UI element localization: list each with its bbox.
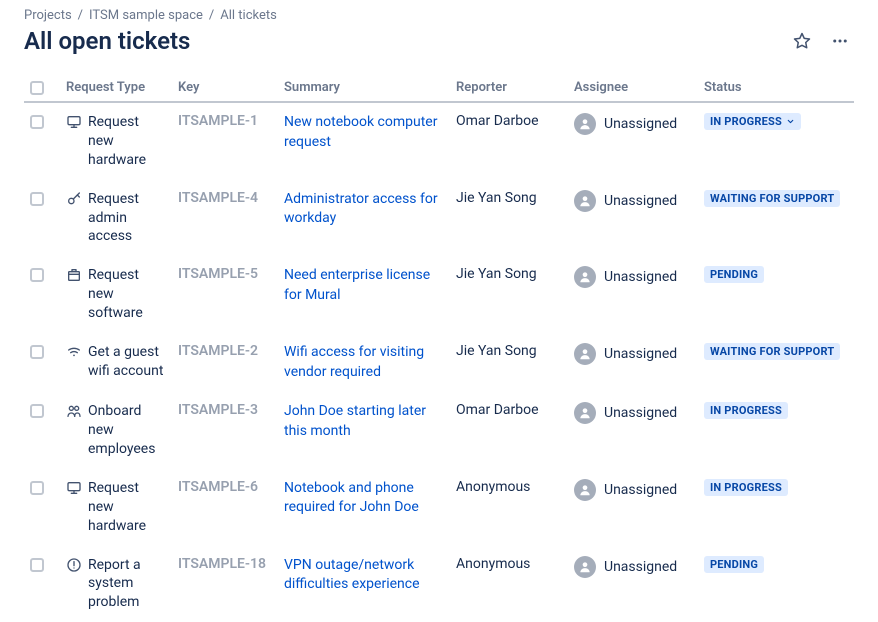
status-label: PENDING: [710, 558, 758, 571]
table-row: Report a system problem ITSAMPLE-18 VPN …: [24, 546, 854, 622]
tickets-table: Request Type Key Summary Reporter Assign…: [24, 73, 854, 622]
status-badge[interactable]: IN PROGRESS: [704, 479, 788, 496]
ticket-summary-link[interactable]: New notebook computer request: [284, 114, 437, 150]
select-all-checkbox[interactable]: [30, 81, 44, 95]
table-header: Request Type Key Summary Reporter Assign…: [24, 73, 854, 103]
star-icon: [793, 32, 811, 50]
request-type-label: Onboard new employees: [88, 402, 168, 459]
status-label: WAITING FOR SUPPORT: [710, 345, 834, 358]
reporter-name: Jie Yan Song: [456, 343, 537, 359]
table-row: Request new software ITSAMPLE-5 Need ent…: [24, 256, 854, 333]
request-type-label: Request admin access: [88, 190, 168, 247]
request-type-label: Get a guest wifi account: [88, 343, 168, 381]
key-icon: [66, 191, 82, 207]
column-header-assignee[interactable]: Assignee: [574, 80, 704, 95]
ticket-summary-link[interactable]: Administrator access for workday: [284, 191, 438, 227]
status-badge[interactable]: WAITING FOR SUPPORT: [704, 190, 840, 207]
status-badge[interactable]: WAITING FOR SUPPORT: [704, 343, 840, 360]
ticket-summary-link[interactable]: Notebook and phone required for John Doe: [284, 480, 419, 516]
wifi-icon: [66, 344, 82, 360]
reporter-name: Omar Darboe: [456, 113, 539, 129]
status-badge[interactable]: PENDING: [704, 266, 764, 283]
assignee-avatar[interactable]: [574, 266, 596, 288]
breadcrumb: Projects / ITSM sample space / All ticke…: [24, 8, 854, 23]
alert-icon: [66, 557, 82, 573]
request-type-label: Request new hardware: [88, 113, 168, 170]
star-button[interactable]: [788, 27, 816, 55]
monitor-icon: [66, 114, 82, 130]
more-icon: [831, 32, 849, 50]
status-badge[interactable]: IN PROGRESS: [704, 402, 788, 419]
row-checkbox[interactable]: [30, 192, 44, 206]
assignee-avatar[interactable]: [574, 343, 596, 365]
assignee-avatar[interactable]: [574, 402, 596, 424]
row-checkbox[interactable]: [30, 558, 44, 572]
ticket-key[interactable]: ITSAMPLE-2: [178, 343, 258, 359]
table-row: Onboard new employees ITSAMPLE-3 John Do…: [24, 392, 854, 469]
assignee-avatar[interactable]: [574, 113, 596, 135]
status-label: IN PROGRESS: [710, 404, 782, 417]
monitor-icon: [66, 480, 82, 496]
row-checkbox[interactable]: [30, 481, 44, 495]
status-badge[interactable]: PENDING: [704, 556, 764, 573]
table-row: Request new hardware ITSAMPLE-1 New note…: [24, 103, 854, 180]
row-checkbox[interactable]: [30, 268, 44, 282]
ticket-summary-link[interactable]: Need enterprise license for Mural: [284, 267, 430, 303]
assignee-name: Unassigned: [604, 116, 677, 132]
reporter-name: Jie Yan Song: [456, 190, 537, 206]
column-header-type[interactable]: Request Type: [66, 80, 178, 95]
ticket-key[interactable]: ITSAMPLE-3: [178, 402, 258, 418]
reporter-name: Omar Darboe: [456, 402, 539, 418]
column-header-key[interactable]: Key: [178, 80, 284, 95]
assignee-name: Unassigned: [604, 559, 677, 575]
breadcrumb-projects[interactable]: Projects: [24, 8, 72, 23]
column-header-reporter[interactable]: Reporter: [456, 80, 574, 95]
status-label: IN PROGRESS: [710, 481, 782, 494]
ticket-summary-link[interactable]: John Doe starting later this month: [284, 403, 426, 439]
request-type-label: Report a system problem: [88, 556, 168, 613]
ticket-key[interactable]: ITSAMPLE-1: [178, 113, 258, 129]
reporter-name: Anonymous: [456, 556, 530, 572]
status-label: PENDING: [710, 268, 758, 281]
assignee-avatar[interactable]: [574, 556, 596, 578]
assignee-name: Unassigned: [604, 405, 677, 421]
assignee-name: Unassigned: [604, 482, 677, 498]
breadcrumb-sep: /: [209, 8, 214, 23]
page-title: All open tickets: [24, 27, 788, 55]
chevron-down-icon: [786, 117, 795, 126]
row-checkbox[interactable]: [30, 345, 44, 359]
assignee-avatar[interactable]: [574, 190, 596, 212]
ticket-key[interactable]: ITSAMPLE-18: [178, 556, 266, 572]
breadcrumb-current[interactable]: All tickets: [220, 8, 277, 23]
assignee-avatar[interactable]: [574, 479, 596, 501]
ticket-key[interactable]: ITSAMPLE-5: [178, 266, 258, 282]
table-row: Request new hardware ITSAMPLE-6 Notebook…: [24, 469, 854, 546]
ticket-summary-link[interactable]: VPN outage/network difficulties experien…: [284, 557, 420, 593]
breadcrumb-sep: /: [78, 8, 83, 23]
status-label: WAITING FOR SUPPORT: [710, 192, 834, 205]
column-header-status[interactable]: Status: [704, 80, 854, 95]
request-type-label: Request new software: [88, 266, 168, 323]
row-checkbox[interactable]: [30, 115, 44, 129]
assignee-name: Unassigned: [604, 269, 677, 285]
package-icon: [66, 267, 82, 283]
assignee-name: Unassigned: [604, 193, 677, 209]
assignee-name: Unassigned: [604, 346, 677, 362]
table-row: Request admin access ITSAMPLE-4 Administ…: [24, 180, 854, 257]
ticket-key[interactable]: ITSAMPLE-6: [178, 479, 258, 495]
status-badge[interactable]: IN PROGRESS: [704, 113, 801, 130]
request-type-label: Request new hardware: [88, 479, 168, 536]
ticket-summary-link[interactable]: Wifi access for visiting vendor required: [284, 344, 424, 380]
reporter-name: Anonymous: [456, 479, 530, 495]
column-header-summary[interactable]: Summary: [284, 80, 456, 95]
table-row: Get a guest wifi account ITSAMPLE-2 Wifi…: [24, 333, 854, 392]
breadcrumb-space[interactable]: ITSM sample space: [89, 8, 203, 23]
reporter-name: Jie Yan Song: [456, 266, 537, 282]
row-checkbox[interactable]: [30, 404, 44, 418]
people-icon: [66, 403, 82, 419]
ticket-key[interactable]: ITSAMPLE-4: [178, 190, 258, 206]
status-label: IN PROGRESS: [710, 115, 782, 128]
more-button[interactable]: [826, 27, 854, 55]
